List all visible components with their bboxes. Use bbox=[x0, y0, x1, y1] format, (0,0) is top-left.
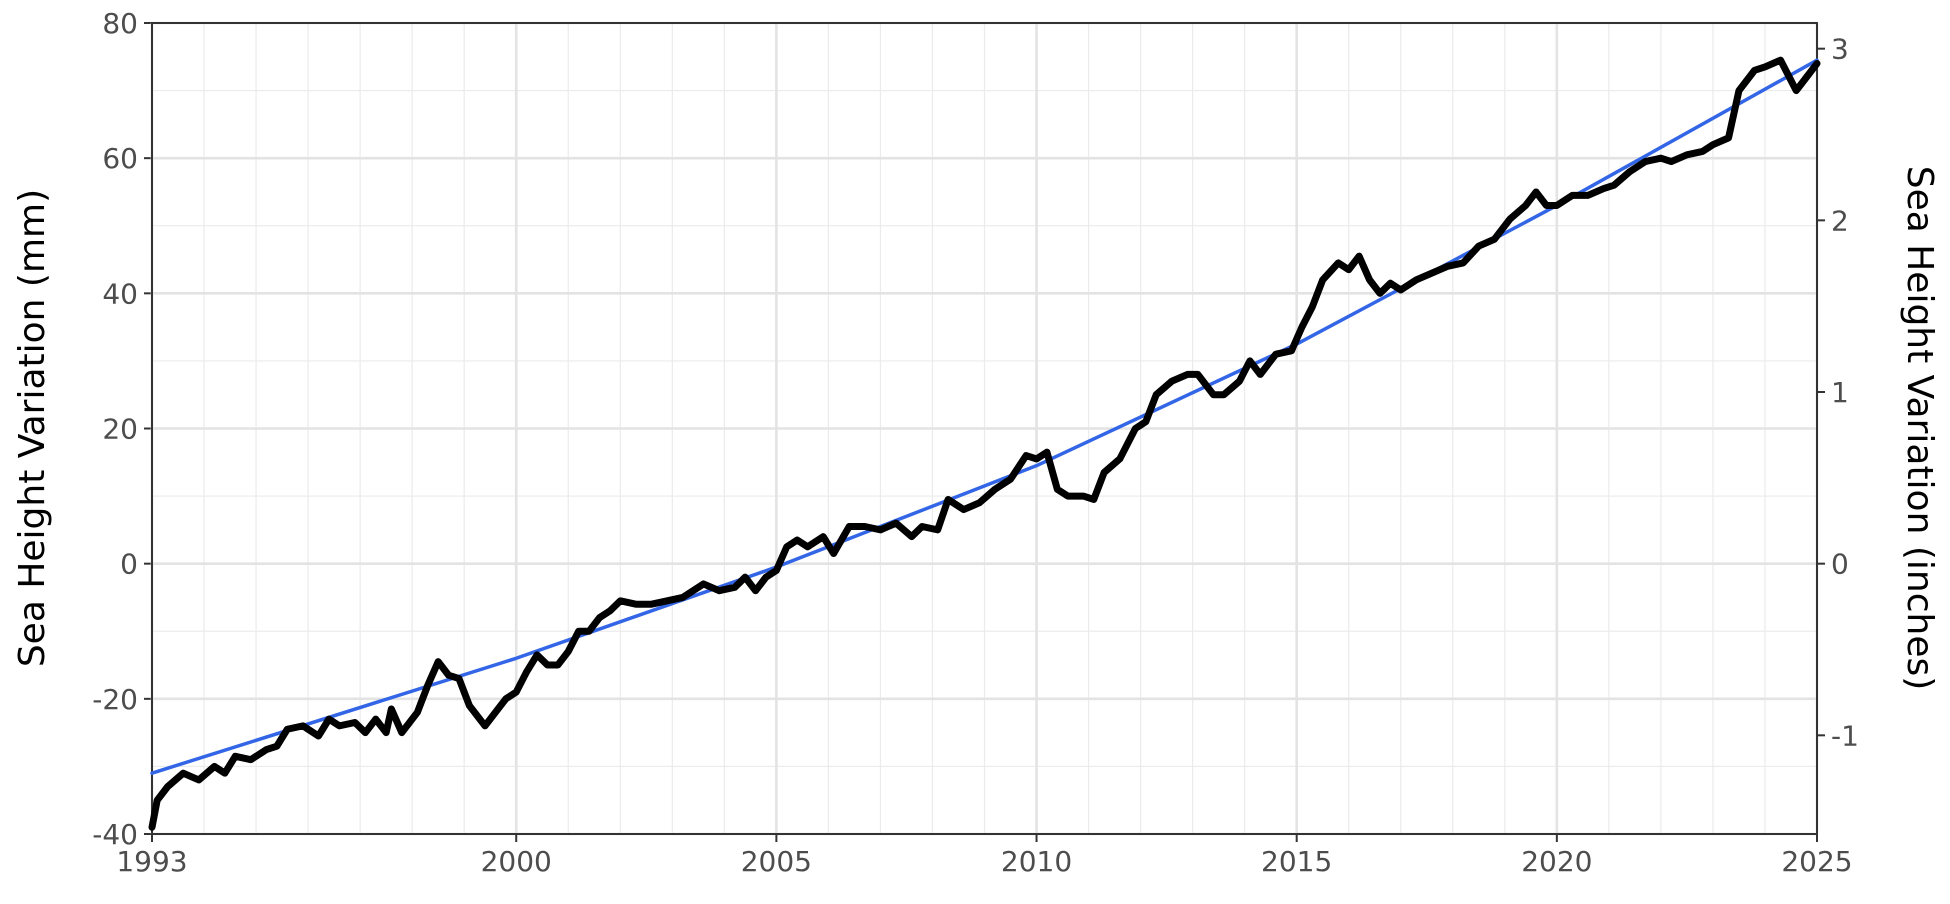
y2-axis-title: Sea Height Variation (inches) bbox=[1899, 166, 1940, 691]
x-tick-label: 2010 bbox=[1001, 845, 1072, 878]
data-line bbox=[148, 56, 1821, 831]
y2-tick-label: 0 bbox=[1831, 548, 1849, 581]
x-tick-label: 2000 bbox=[481, 845, 552, 878]
y2-tick-label: 3 bbox=[1831, 33, 1849, 66]
x-tick-label: 1993 bbox=[116, 845, 187, 878]
x-tick-label: 2020 bbox=[1521, 845, 1592, 878]
y-tick-label: -40 bbox=[92, 818, 138, 851]
y2-tick-label: 1 bbox=[1831, 376, 1849, 409]
y-tick-label: 60 bbox=[102, 142, 138, 175]
y-tick-label: 20 bbox=[102, 413, 138, 446]
y2-tick-label: 2 bbox=[1831, 204, 1849, 237]
plot-border bbox=[151, 22, 1818, 835]
y2-tick-label: -1 bbox=[1831, 719, 1859, 752]
x-tick-label: 2005 bbox=[741, 845, 812, 878]
y-tick-label: 40 bbox=[102, 277, 138, 310]
x-tick-label: 2025 bbox=[1781, 845, 1852, 878]
x-tick-label: 2015 bbox=[1261, 845, 1332, 878]
y-tick-label: 80 bbox=[102, 7, 138, 40]
y-axis-title: Sea Height Variation (mm) bbox=[12, 189, 53, 667]
y-tick-label: 0 bbox=[120, 548, 138, 581]
y-tick-label: -20 bbox=[92, 683, 138, 716]
